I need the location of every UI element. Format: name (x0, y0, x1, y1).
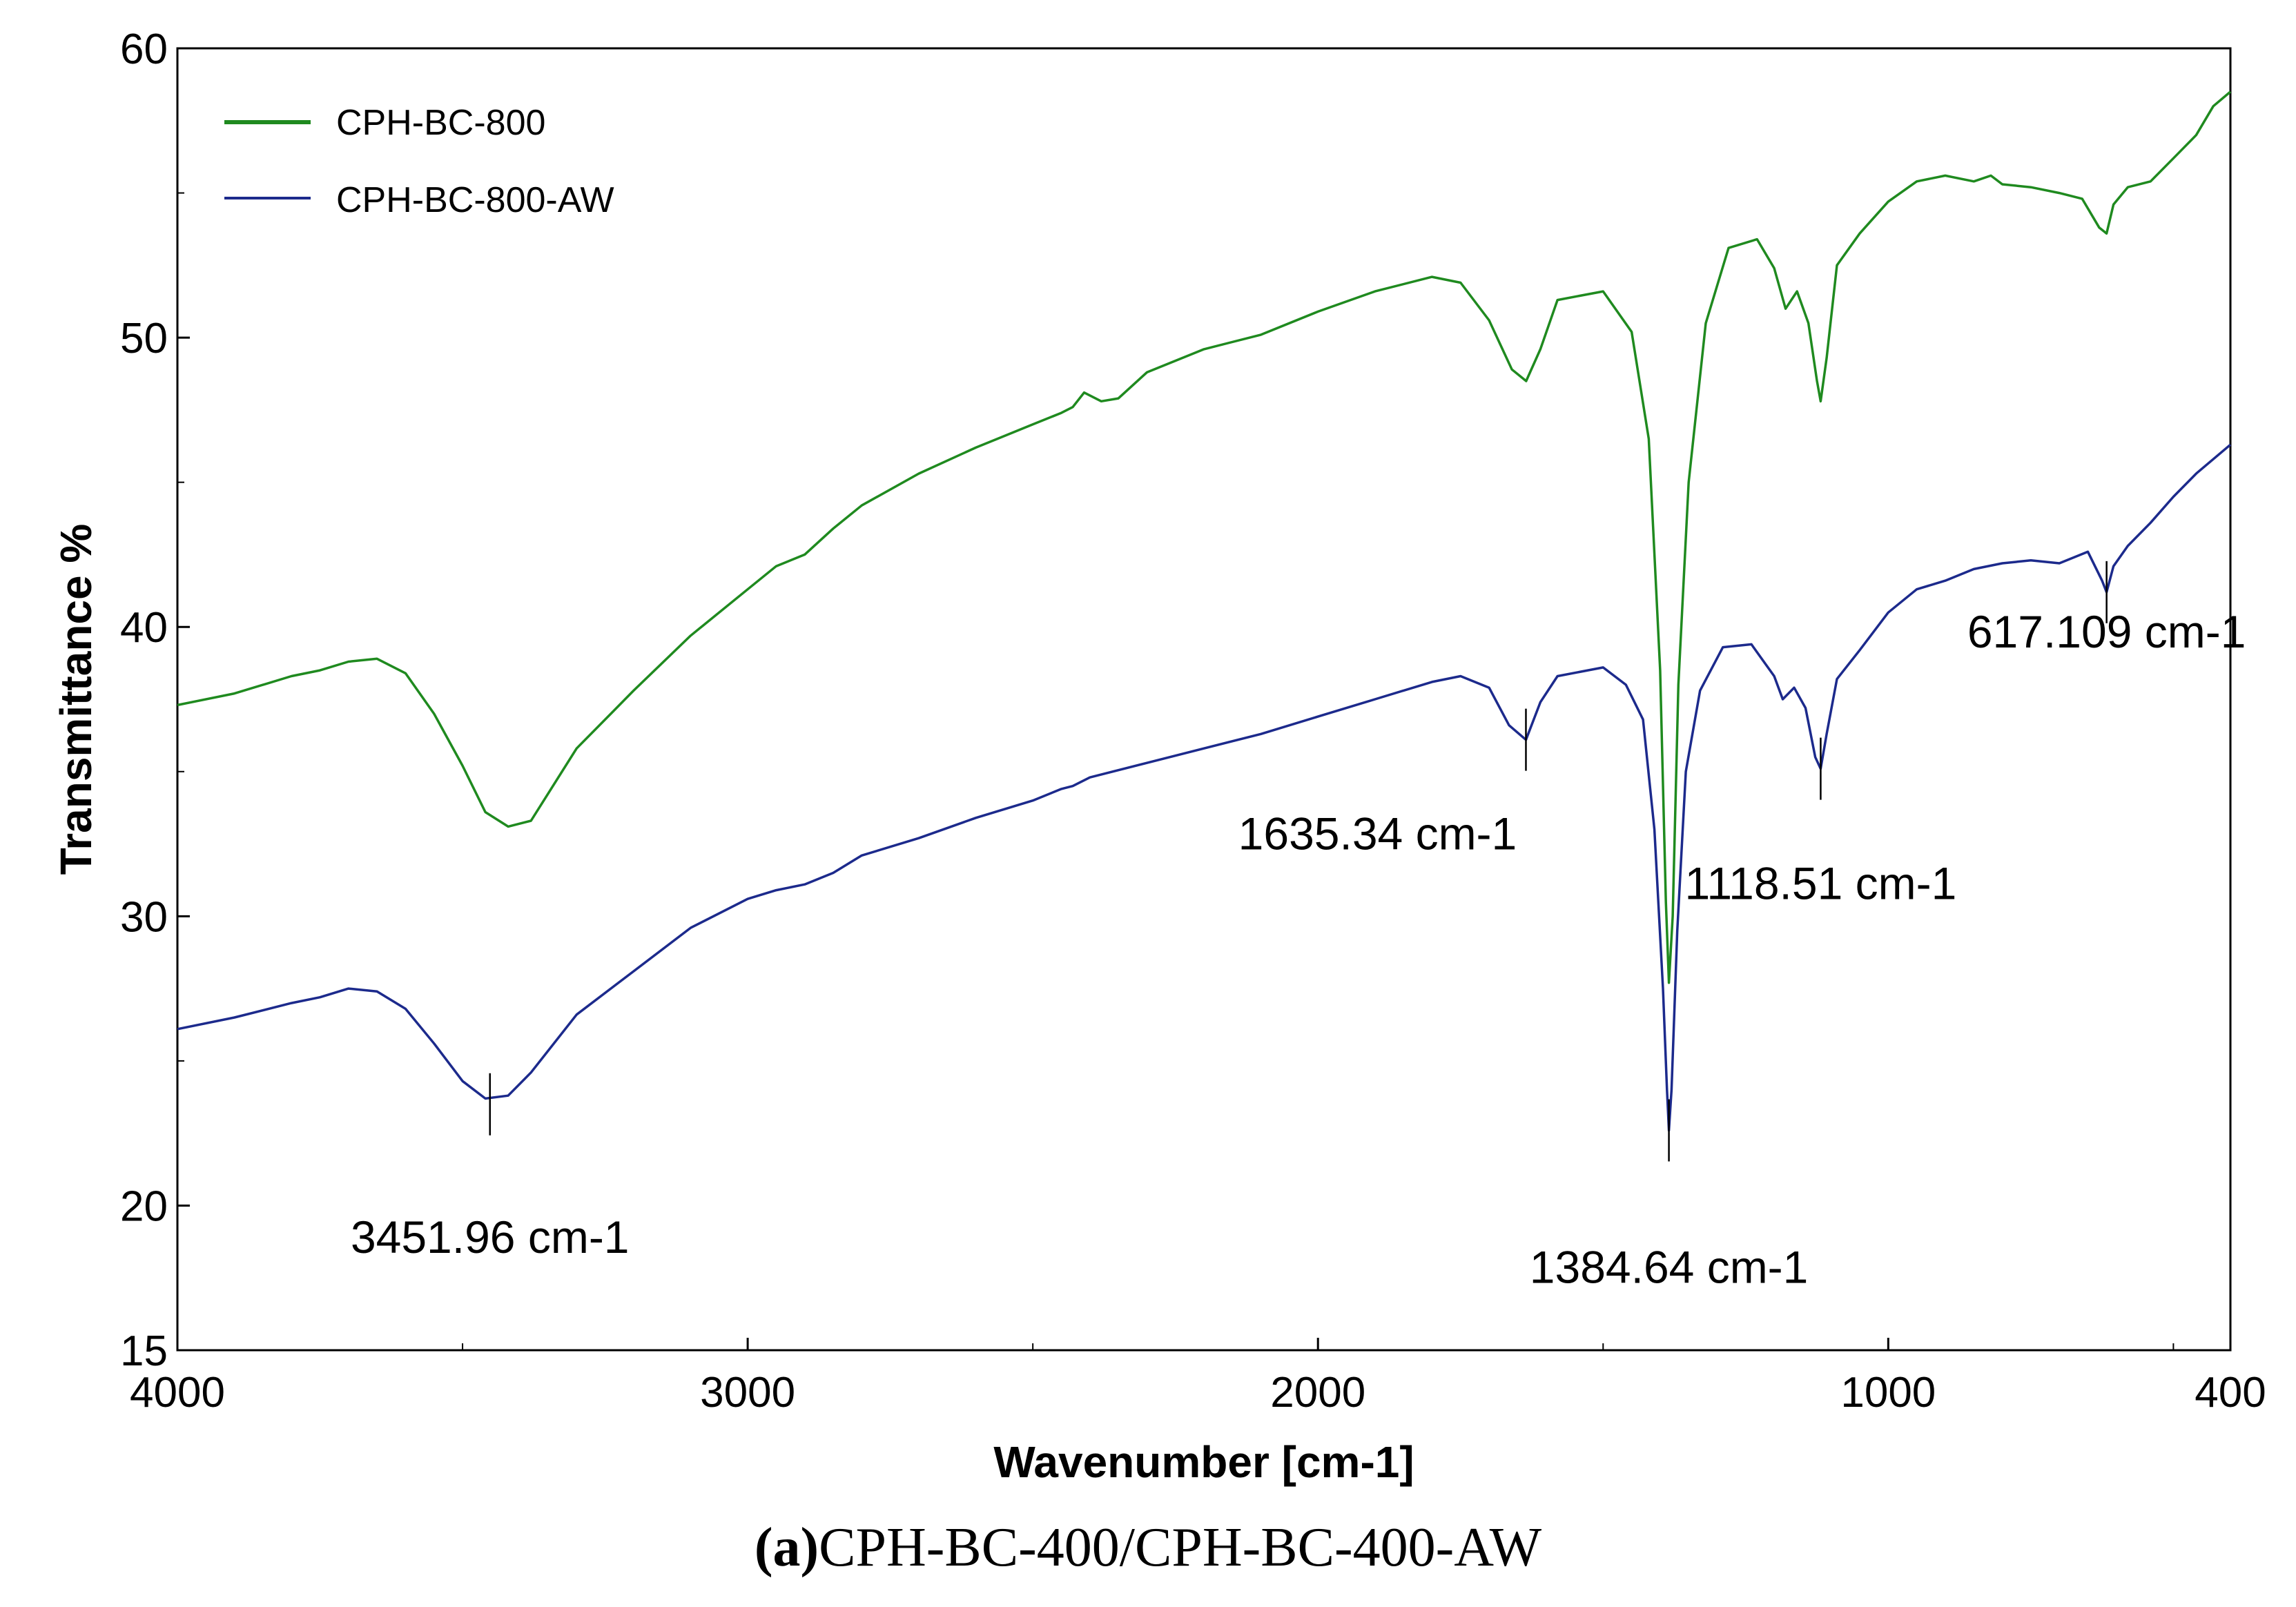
series-line-cph-bc-800-aw (177, 443, 2232, 1132)
plot-frame (176, 47, 2232, 1352)
x-tick-label-400: 400 (2195, 1369, 2266, 1416)
x-tick-label-4000: 4000 (130, 1369, 225, 1416)
series-layer (177, 90, 2232, 1132)
peak-annotations: 3451.96 cm-1 1635.34 cm-1 1118.51 cm-1 1384… (351, 561, 2246, 1292)
y-tick-label-30: 30 (120, 893, 168, 941)
y-tick-label-60: 60 (120, 26, 168, 73)
x-tick-label-1000: 1000 (1840, 1369, 1936, 1416)
legend: CPH-BC-800 CPH-BC-800-AW (224, 103, 614, 220)
x-axis-title: Wavenumber [cm-1] (993, 1437, 1414, 1487)
peak-label-4: 617.109 cm-1 (1967, 606, 2246, 657)
figure-caption: (a)CPH-BC-400/CPH-BC-400-AW (755, 1517, 1542, 1578)
peak-label-0: 3451.96 cm-1 (351, 1211, 630, 1263)
series-line-cph-bc-800 (177, 90, 2232, 984)
x-tick-label-2000: 2000 (1270, 1369, 1365, 1416)
y-tick-label-20: 20 (120, 1182, 168, 1230)
peak-label-3: 1384.64 cm-1 (1530, 1241, 1809, 1292)
y-tick-label-15: 15 (120, 1327, 168, 1375)
y-axis-ticks: 60 50 40 30 20 15 (120, 26, 190, 1375)
y-tick-label-40: 40 (120, 604, 168, 652)
peak-label-1: 1635.34 cm-1 (1238, 808, 1517, 859)
y-axis-title: Transmittance % (51, 524, 101, 875)
caption-prefix: (a) (755, 1517, 819, 1578)
x-axis-ticks: 4000 3000 2000 1000 400 (130, 1338, 2266, 1416)
x-tick-label-3000: 3000 (700, 1369, 795, 1416)
caption-text: CPH-BC-400/CPH-BC-400-AW (819, 1517, 1541, 1578)
y-tick-label-50: 50 (120, 315, 168, 362)
legend-label-cph-bc-800-aw: CPH-BC-800-AW (336, 180, 614, 220)
peak-label-2: 1118.51 cm-1 (1685, 858, 1957, 909)
legend-label-cph-bc-800: CPH-BC-800 (336, 103, 545, 143)
